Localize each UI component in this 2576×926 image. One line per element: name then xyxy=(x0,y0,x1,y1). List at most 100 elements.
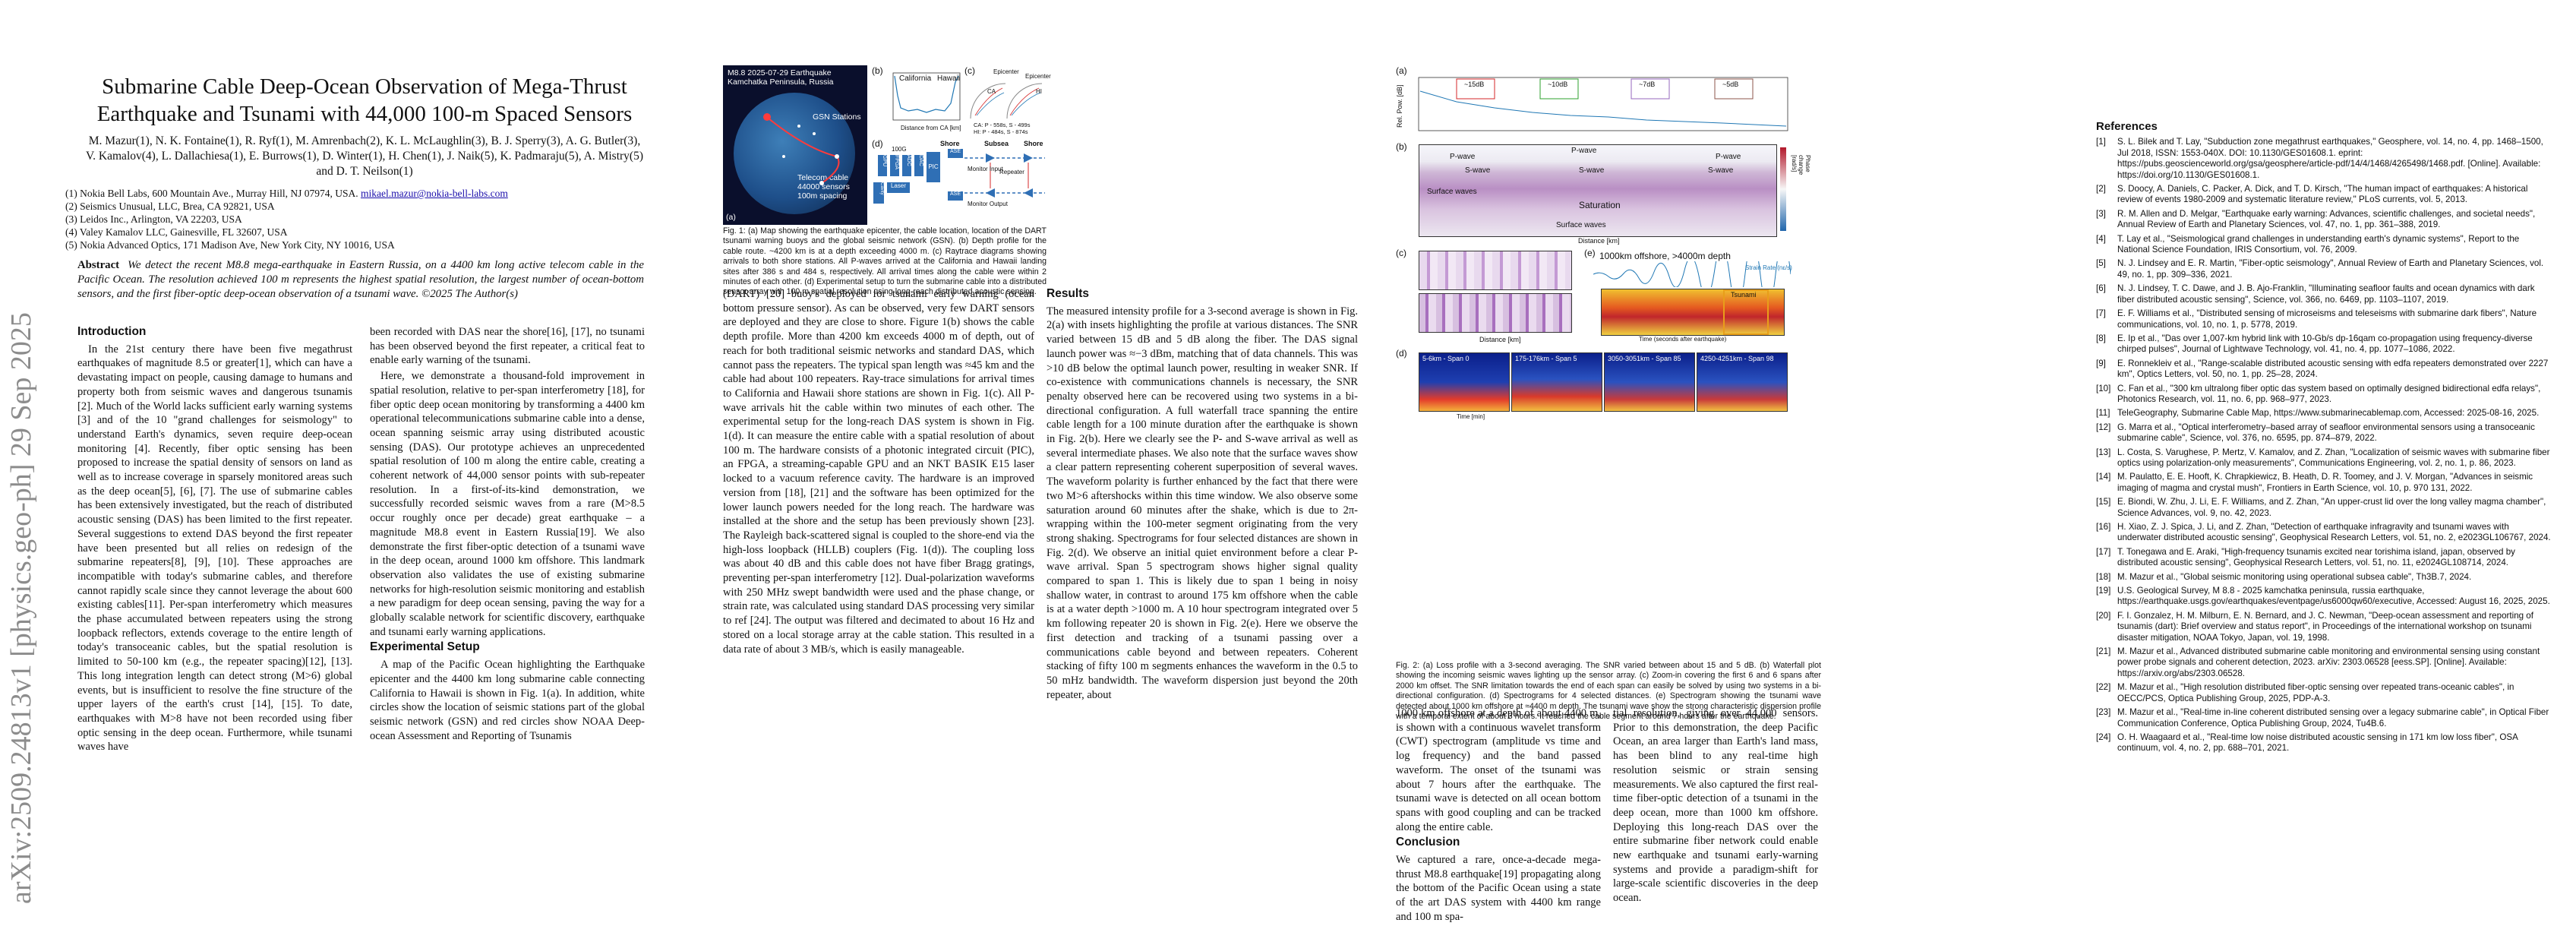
a-inset-15db: ~15dB xyxy=(1464,81,1485,88)
a-ylabel: Rel. Pow. [dB] xyxy=(1396,84,1403,128)
references-heading: References xyxy=(2096,120,2158,133)
reference-item: [13] L. Costa, S. Varughese, P. Mertz, V.… xyxy=(2096,447,2552,469)
reference-item: [6] N. J. Lindsey, T. C. Dawe, and J. B. … xyxy=(2096,283,2552,305)
intro-paragraph-cont: been recorded with DAS near the shore[16… xyxy=(370,326,645,367)
contribution-paragraph: Here, we demonstrate a thousand-fold imp… xyxy=(370,370,645,638)
d-block-pic: PIC xyxy=(927,152,940,182)
setup-paragraph: A map of the Pacific Ocean highlighting … xyxy=(370,659,645,742)
d-title-1: 5-6km - Span 0 xyxy=(1422,355,1470,362)
fig2-label-c: (c) xyxy=(1396,248,1406,258)
column-4: Results The measured intensity profile f… xyxy=(1046,287,1358,703)
reference-item: [3] R. M. Allen and D. Melgar, "Earthquak… xyxy=(2096,209,2552,231)
d-title-3: 3050-3051km - Span 85 xyxy=(1608,355,1681,362)
reference-number: [8] xyxy=(2096,333,2106,343)
b-label-surface-2: Surface waves xyxy=(1556,221,1606,229)
affiliations: (1) Nokia Bell Labs, 600 Mountain Ave., … xyxy=(65,187,642,251)
reference-item: [20] F. I. Gonzalez, H. M. Milburn, E. N.… xyxy=(2096,611,2552,643)
reference-text: S. L. Bilek and T. Lay, "Subduction zone… xyxy=(2117,137,2543,180)
b-xlabel: Distance [km] xyxy=(1578,237,1620,245)
reference-item: [8] E. Ip et al., "Das over 1,007-km hybr… xyxy=(2096,333,2552,356)
globe-image xyxy=(734,93,855,214)
reference-text: T. Lay et al., "Seismological grand chal… xyxy=(2117,233,2520,255)
reference-number: [13] xyxy=(2096,447,2111,457)
d-block-cavity: Cavity xyxy=(873,182,884,204)
fig1a-map: M8.8 2025-07-29 Earthquake Kamchatka Pen… xyxy=(723,65,867,225)
fig2d-spectrogram-2: 175-176km - Span 5 xyxy=(1511,352,1602,412)
label-b: (b) xyxy=(872,65,883,76)
reference-number: [4] xyxy=(2096,233,2106,244)
e-strain-trace xyxy=(1593,261,1791,287)
conclusion-heading: Conclusion xyxy=(1396,836,1460,849)
reference-item: [19] U.S. Geological Survey, M 8.8 - 2025… xyxy=(2096,586,2552,608)
d-block-gpu: GPU xyxy=(878,155,887,176)
reference-item: [7] E. F. Williams et al., "Distributed s… xyxy=(2096,308,2552,330)
c-xlabel: Distance [km] xyxy=(1479,336,1521,343)
reference-text: F. I. Gonzalez, H. M. Milburn, E. N. Ber… xyxy=(2117,610,2533,643)
reference-number: [21] xyxy=(2096,646,2111,657)
reference-number: [17] xyxy=(2096,546,2111,557)
d-block-fpga: FPGA xyxy=(890,155,899,176)
d-monitor-input: Monitor Input xyxy=(968,166,1003,172)
a-inset-7db: ~7dB xyxy=(1639,81,1656,88)
label-c: (c) xyxy=(964,65,975,76)
figure-1-caption: Fig. 1: (a) Map showing the earthquake e… xyxy=(723,226,1046,297)
e-title: 1000km offshore, >4000m depth xyxy=(1599,251,1731,261)
reference-item: [1] S. L. Bilek and T. Lay, "Subduction z… xyxy=(2096,137,2552,181)
a-inset-5db: ~5dB xyxy=(1722,81,1739,88)
reference-text: E. Ronnekleiv et al., "Range-scalable di… xyxy=(2117,358,2549,380)
b-label-california: California xyxy=(899,74,932,83)
reference-number: [18] xyxy=(2096,571,2111,582)
reference-number: [22] xyxy=(2096,682,2111,693)
fig2b-waterfall: P-wave P-wave P-wave S-wave S-wave S-wav… xyxy=(1419,144,1777,237)
e-trace-label: Strain Rate (nε/s) xyxy=(1745,264,1792,271)
results-heading: Results xyxy=(1046,287,1089,300)
reference-text: N. J. Lindsey and E. R. Martin, "Fiber-o… xyxy=(2117,258,2544,280)
reference-text: N. J. Lindsey, T. C. Dawe, and J. B. Ajo… xyxy=(2117,283,2535,305)
reference-item: [10] C. Fan et al., "300 km ultralong fib… xyxy=(2096,384,2552,406)
c-hi: HI xyxy=(1036,88,1042,95)
column-1: Introduction In the 21st century there h… xyxy=(77,325,352,756)
reference-item: [4] T. Lay et al., "Seismological grand c… xyxy=(2096,234,2552,256)
reference-number: [23] xyxy=(2096,707,2111,718)
paper-title: Submarine Cable Deep-Ocean Observation o… xyxy=(96,74,633,126)
setup-heading: Experimental Setup xyxy=(370,640,480,654)
column-5: 1000 km offshore at a depth of about 440… xyxy=(1396,706,1601,926)
reference-item: [23] M. Mazur et al., "Real-time in-line … xyxy=(2096,707,2552,729)
d-100g: 100G xyxy=(892,146,907,153)
affiliation-1: (1) Nokia Bell Labs, 600 Mountain Ave., … xyxy=(65,188,508,199)
b-colorbar-label: Phase change [rad/s] xyxy=(1791,155,1811,175)
reference-item: [5] N. J. Lindsey and E. R. Martin, "Fibe… xyxy=(2096,258,2552,280)
email-link[interactable]: mikael.mazur@nokia-bell-labs.com xyxy=(360,188,508,199)
reference-text: T. Tonegawa and E. Araki, "High-frequenc… xyxy=(2117,546,2515,568)
reference-text: L. Costa, S. Varughese, P. Mertz, V. Kam… xyxy=(2117,447,2550,468)
label-a: (a) xyxy=(726,213,736,222)
reference-number: [6] xyxy=(2096,283,2106,294)
cable-label: Telecom cable 44000 sensors 100m spacing xyxy=(797,173,850,201)
map-title: M8.8 2025-07-29 Earthquake Kamchatka Pen… xyxy=(728,68,834,87)
d-title-4: 4250-4251km - Span 98 xyxy=(1700,355,1774,362)
b-label-surface-1: Surface waves xyxy=(1427,188,1477,196)
d-block-adc: ADC xyxy=(902,155,911,176)
reference-number: [1] xyxy=(2096,137,2106,147)
reference-item: [17] T. Tonegawa and E. Araki, "High-freq… xyxy=(2096,547,2552,569)
reference-text: G. Marra et al., "Optical interferometry… xyxy=(2117,422,2535,444)
b-xlabel: Distance from CA [km] xyxy=(901,125,961,131)
reference-number: [24] xyxy=(2096,732,2111,742)
references: References [1] S. L. Bilek and T. Lay, "S… xyxy=(2096,120,2552,757)
b-label-swave-3: S-wave xyxy=(1708,166,1734,175)
reference-number: [10] xyxy=(2096,383,2111,393)
fig2d-spectrogram-1: 5-6km - Span 0 xyxy=(1419,352,1510,412)
reference-number: [20] xyxy=(2096,610,2111,621)
fig2-label-e: (e) xyxy=(1584,248,1596,258)
reference-text: M. Mazur et al., "High resolution distri… xyxy=(2117,682,2514,703)
reference-text: E. Biondi, W. Zhu, J. Li, E. F. Williams… xyxy=(2117,497,2546,518)
label-d: (d) xyxy=(872,138,883,149)
b-label-swave-1: S-wave xyxy=(1465,166,1491,175)
fig1d-setup: Shore Subsea Shore 100G GPU FPGA ADC DAC… xyxy=(872,138,1046,225)
fig1c-raytrace xyxy=(970,83,1043,119)
reference-item: [18] M. Mazur et al., "Global seismic mon… xyxy=(2096,572,2552,583)
abstract-text: We detect the recent M8.8 mega-earthquak… xyxy=(77,259,644,300)
b-label-pwave-2: P-wave xyxy=(1571,147,1597,155)
e-tsunami-label: Tsunami xyxy=(1731,291,1757,299)
column-6: tial resolution, giving over 44,000 sens… xyxy=(1613,706,1818,907)
